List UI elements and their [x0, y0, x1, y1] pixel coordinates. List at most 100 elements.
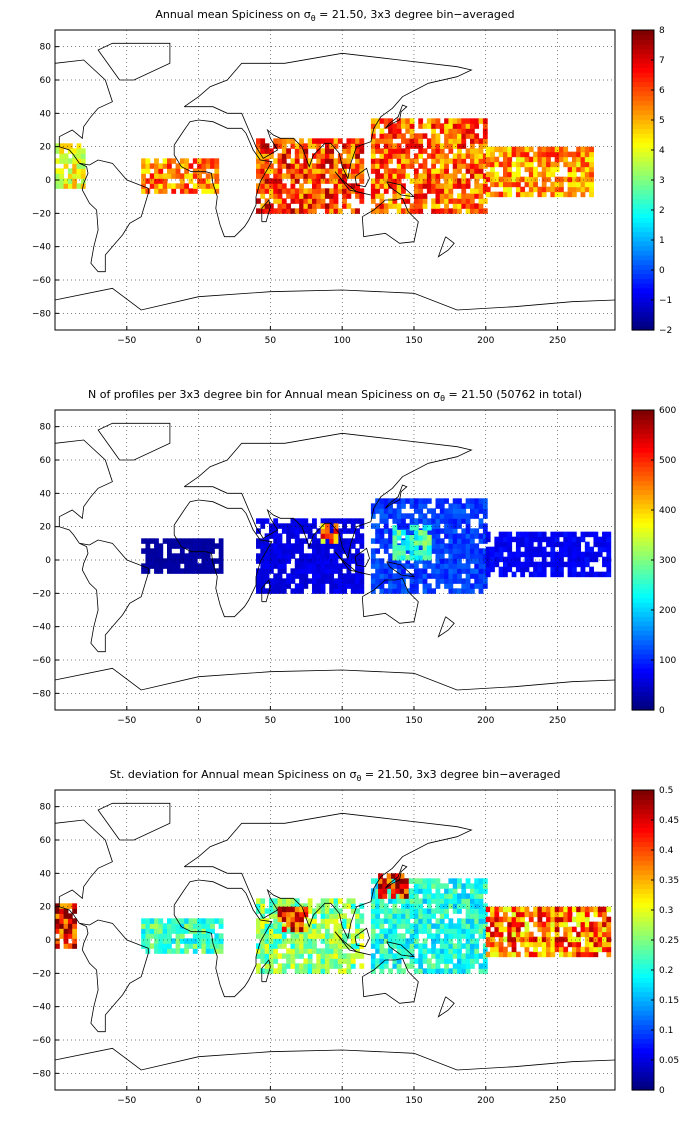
- data-bin: [418, 958, 424, 964]
- data-bin: [299, 138, 304, 144]
- data-bin: [175, 183, 181, 189]
- data-bin: [171, 948, 177, 954]
- data-bin: [350, 528, 356, 534]
- data-bin: [418, 173, 424, 179]
- data-bin: [59, 933, 65, 939]
- data-bin: [273, 168, 279, 174]
- data-bin: [188, 568, 194, 574]
- data-bin: [439, 913, 445, 919]
- data-bin: [452, 518, 458, 524]
- data-bin: [392, 933, 398, 939]
- data-bin: [320, 543, 326, 549]
- data-bin: [533, 561, 538, 568]
- data-bin: [444, 543, 449, 549]
- data-bin: [375, 883, 381, 889]
- data-bin: [546, 176, 551, 183]
- data-bin: [485, 561, 491, 568]
- data-bin: [329, 138, 335, 144]
- data-bin: [286, 928, 291, 934]
- data-bin: [281, 158, 287, 164]
- data-bin: [461, 123, 467, 129]
- data-bin: [355, 158, 360, 164]
- data-bin: [478, 193, 484, 199]
- colorbar-segment: [632, 691, 654, 697]
- data-bin: [452, 118, 458, 124]
- data-bin: [444, 138, 449, 144]
- data-bin: [474, 553, 480, 559]
- data-bin: [392, 498, 398, 504]
- data-bin: [461, 578, 467, 584]
- data-bin: [457, 178, 462, 184]
- data-bin: [457, 578, 462, 584]
- data-bin: [63, 178, 69, 184]
- data-bin: [256, 198, 261, 204]
- data-bin: [559, 906, 564, 913]
- colorbar-segment: [632, 198, 654, 205]
- data-bin: [606, 536, 612, 543]
- data-bin: [158, 173, 164, 179]
- colorbar-segment: [632, 438, 654, 444]
- data-bin: [324, 908, 330, 914]
- data-bin: [435, 948, 441, 954]
- data-bin: [431, 523, 437, 529]
- data-bin: [435, 133, 441, 139]
- data-bin: [214, 178, 220, 184]
- data-bin: [80, 163, 86, 169]
- colorbar-segment: [632, 278, 654, 284]
- data-bin: [268, 953, 274, 959]
- data-bin: [201, 933, 207, 939]
- coastline: [334, 931, 371, 956]
- data-bin: [303, 523, 309, 529]
- data-bin: [63, 943, 69, 949]
- data-bin: [418, 540, 424, 546]
- data-bin: [329, 208, 335, 214]
- data-bin: [290, 578, 296, 584]
- data-bin: [485, 191, 491, 198]
- data-bin: [593, 556, 599, 563]
- data-bin: [571, 536, 577, 543]
- data-bin: [563, 936, 569, 943]
- data-bin: [413, 545, 419, 551]
- data-bin: [478, 563, 484, 569]
- colorbar-tick-label: 0.15: [659, 996, 679, 1006]
- data-bin: [158, 548, 164, 554]
- data-bin: [167, 163, 172, 169]
- colorbar-segment: [632, 306, 654, 312]
- data-bin: [457, 968, 462, 974]
- data-bin: [396, 968, 402, 974]
- data-bin: [324, 148, 330, 154]
- data-bin: [175, 173, 181, 179]
- data-bin: [329, 583, 335, 589]
- y-tick-label: 20: [40, 903, 52, 913]
- data-bin: [396, 573, 402, 579]
- data-bin: [576, 186, 582, 193]
- data-bin: [154, 183, 159, 189]
- data-bin: [515, 546, 521, 553]
- data-bin: [320, 518, 326, 524]
- data-bin: [277, 163, 283, 169]
- data-bin: [461, 903, 467, 909]
- data-bin: [375, 933, 381, 939]
- data-bin: [474, 893, 480, 899]
- data-bin: [350, 583, 356, 589]
- data-bin: [145, 163, 151, 169]
- data-bin: [324, 903, 330, 909]
- data-bin: [507, 566, 513, 573]
- data-bin: [281, 183, 287, 189]
- data-bin: [273, 943, 279, 949]
- data-bin: [524, 146, 530, 153]
- data-bin: [184, 928, 190, 934]
- data-bin: [422, 943, 428, 949]
- data-bin: [444, 178, 449, 184]
- data-bin: [273, 158, 279, 164]
- data-bin: [401, 498, 406, 504]
- data-bin: [567, 176, 573, 183]
- data-bin: [333, 963, 339, 969]
- data-bin: [405, 908, 411, 914]
- data-bin: [307, 543, 313, 549]
- data-bin: [550, 171, 556, 178]
- data-bin: [388, 123, 393, 129]
- data-bin: [210, 543, 215, 549]
- data-bin: [409, 158, 415, 164]
- data-bin: [320, 568, 326, 574]
